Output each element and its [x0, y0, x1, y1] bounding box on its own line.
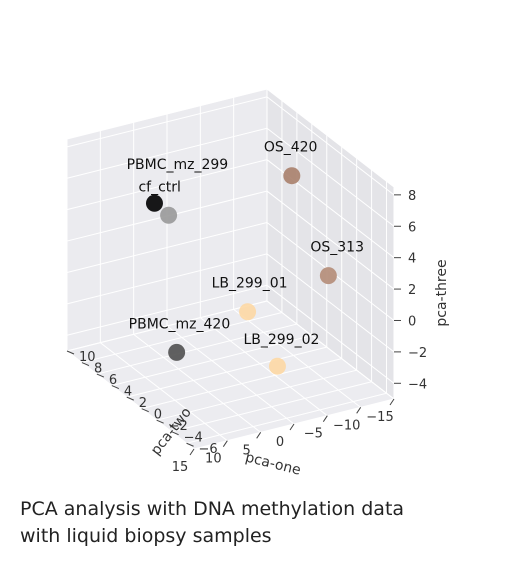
- x-tick-label: −10: [333, 418, 360, 433]
- z-tick-label: 8: [408, 189, 416, 204]
- grid-line-x: [166, 325, 295, 425]
- y-tick-label: 4: [124, 385, 132, 400]
- grid-line-x: [233, 308, 361, 408]
- point-label-pbmc-mz-420: PBMC_mz_420: [129, 316, 231, 332]
- data-points: [145, 167, 337, 375]
- x-tick-label: −5: [304, 427, 323, 442]
- grid-line-z: [266, 127, 395, 227]
- point-label-lb-299-01: LB_299_01: [212, 276, 288, 292]
- z-tick-label: 6: [408, 220, 416, 235]
- grid-line-y: [111, 335, 312, 387]
- grid-line-z: [266, 96, 395, 196]
- y-tick-mark: [81, 362, 90, 366]
- figure-caption: PCA analysis with DNA methylation data w…: [20, 496, 500, 550]
- caption-line-1: PCA analysis with DNA methylation data: [20, 498, 405, 520]
- grid-line-z: [266, 253, 395, 353]
- grid-line-z: [66, 284, 268, 336]
- x-tick-label: 10: [205, 452, 222, 467]
- grid-line-z: [266, 190, 395, 290]
- z-tick-label: −4: [408, 377, 427, 392]
- y-tick-label: 8: [94, 362, 102, 377]
- data-point-lb-299-02: [268, 357, 286, 375]
- x-tick-mark: [289, 423, 295, 431]
- point-label-os-313: OS_313: [310, 240, 364, 256]
- grid-line-x: [100, 342, 228, 442]
- data-point-lb-299-01: [239, 303, 257, 321]
- z-tick-label: −2: [408, 346, 427, 361]
- grid-line-y: [171, 381, 372, 433]
- grid-line-x: [266, 300, 395, 400]
- grid-line-y: [156, 369, 357, 421]
- grid-line-x: [133, 333, 261, 433]
- data-point-cf-ctrl: [145, 194, 163, 212]
- point-label-os-420: OS_420: [264, 140, 318, 156]
- x-tick-mark: [256, 432, 262, 439]
- y-tick-mark: [171, 431, 179, 436]
- data-point-os-420: [283, 167, 301, 185]
- y-tick-mark: [96, 373, 105, 378]
- y-tick-mark: [126, 396, 134, 401]
- grid-line-y: [81, 312, 283, 364]
- grid-line-x: [200, 317, 328, 417]
- grid-line-y: [96, 323, 298, 375]
- x-tick-mark: [322, 415, 328, 422]
- point-label-cf-ctrl: cf_ctrl: [138, 179, 180, 195]
- grid-line-y: [66, 300, 268, 352]
- y-tick-mark: [141, 408, 149, 413]
- x-tick-label: 15: [172, 460, 189, 475]
- x-tick-mark: [389, 398, 395, 406]
- y-tick-mark: [111, 385, 120, 390]
- y-tick-mark: [66, 350, 75, 355]
- y-tick-mark: [156, 419, 164, 424]
- point-labels: OS_420 OS_313 PBMC_mz_299 cf_ctrl LB_299_01 L…: [127, 140, 364, 349]
- caption-line-2: with liquid biopsy samples: [20, 525, 272, 547]
- x-tick-label: −15: [366, 410, 393, 425]
- y-tick-label: 2: [139, 396, 147, 411]
- x-tick-mark: [356, 407, 362, 414]
- z-axis-label: pca-three: [434, 259, 450, 326]
- grid-line-z: [66, 253, 268, 305]
- data-point-pbmc-mz-420: [168, 343, 186, 361]
- x-tick-label: 0: [276, 435, 284, 450]
- y-tick-label: 10: [79, 350, 96, 365]
- data-point-pbmc-mz-299: [160, 206, 178, 224]
- y-tick-label: −4: [184, 431, 203, 446]
- x-tick-mark: [189, 448, 195, 456]
- z-tick-label: 2: [408, 283, 416, 298]
- y-tick-label: 0: [154, 408, 162, 423]
- point-label-lb-299-02: LB_299_02: [243, 332, 319, 348]
- grid-line-y: [141, 358, 342, 410]
- grid-line-z: [66, 159, 268, 211]
- data-point-os-313: [319, 267, 337, 285]
- x-axis-label: pca-one: [244, 450, 303, 479]
- z-tick-label: 0: [408, 314, 416, 329]
- grid-line-z: [66, 221, 268, 273]
- x-tick-mark: [222, 440, 228, 447]
- grid-line-z: [266, 284, 395, 384]
- z-tick-label: 4: [408, 252, 416, 267]
- y-tick-label: −2: [169, 419, 188, 434]
- y-tick-label: −6: [199, 442, 218, 457]
- y-tick-label: 6: [109, 373, 117, 388]
- grid-line-z: [66, 127, 268, 179]
- x-tick-label: 5: [243, 443, 251, 458]
- point-label-pbmc-mz-299: PBMC_mz_299: [127, 157, 229, 173]
- grid-line-z: [66, 96, 268, 148]
- grid-line-y: [126, 346, 327, 398]
- grid-line-y: [186, 392, 387, 444]
- grid-lines: [66, 89, 395, 450]
- y-tick-mark: [186, 442, 194, 447]
